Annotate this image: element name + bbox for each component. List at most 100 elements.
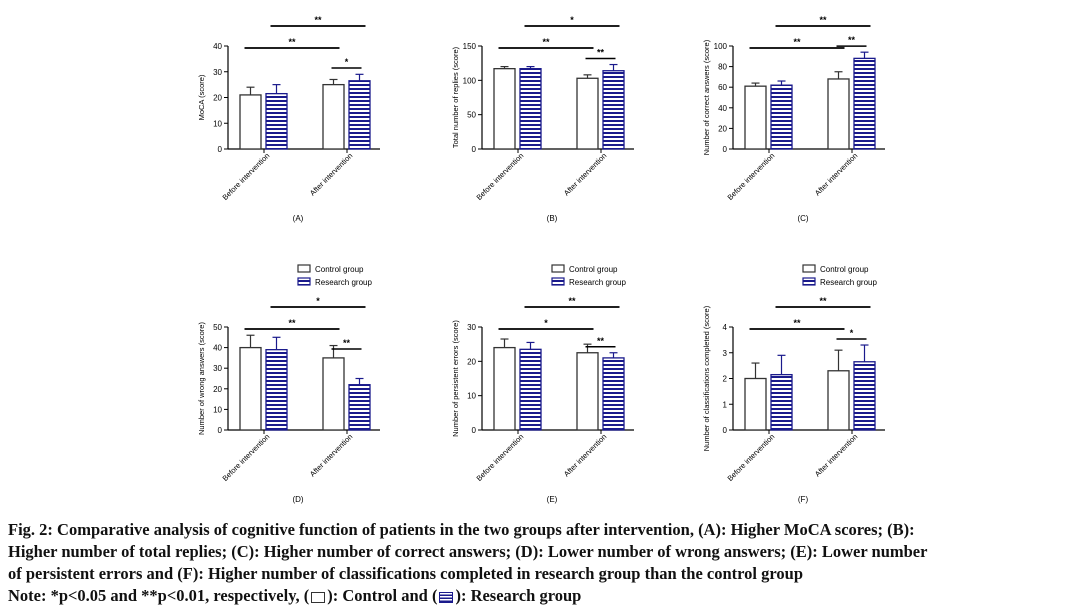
y-tick-label: 10	[213, 405, 222, 414]
significance-label: **	[343, 338, 351, 348]
y-axis-label: MoCA (score)	[197, 74, 206, 120]
legend-control-swatch-icon	[297, 264, 311, 273]
legend: Control group Research group	[297, 264, 372, 287]
bar-control	[322, 83, 345, 150]
legend-research-label: Research group	[315, 278, 372, 287]
y-tick-label: 20	[213, 385, 222, 394]
panel-a: 0 10 20 30 40 MoCA (score) Before intervention…	[197, 15, 380, 223]
y-tick-label: 0	[472, 145, 477, 154]
y-tick-label: 60	[718, 83, 727, 92]
legend-control-label: Control group	[315, 265, 364, 274]
note-research: ): Research group	[455, 586, 582, 605]
legend-control-label: Control group	[820, 265, 869, 274]
bar-research	[348, 384, 371, 431]
y-axis-label: Number of correct answers (score)	[702, 39, 711, 155]
x-tick-label: Before intervention	[221, 151, 272, 202]
x-tick-label: After intervention	[562, 151, 608, 197]
significance-label: **	[819, 296, 827, 306]
y-tick-label: 50	[467, 111, 476, 120]
panel-label: (C)	[797, 214, 808, 223]
bar-research	[519, 68, 542, 150]
x-tick-label: Before intervention	[475, 432, 526, 483]
bar-research	[602, 70, 625, 150]
x-tick-label: After intervention	[813, 432, 859, 478]
panel-d: 0 10 20 30 40 50 Number of wrong answers (scor…	[197, 264, 380, 504]
bar-research	[853, 57, 876, 150]
significance-label: **	[848, 35, 856, 45]
y-tick-label: 2	[723, 375, 728, 384]
significance-label: *	[544, 318, 548, 328]
y-axis-label: Number of wrong answers (score)	[197, 322, 206, 435]
x-tick-label: Before intervention	[475, 151, 526, 202]
research-swatch-icon	[439, 592, 454, 603]
bar-research	[265, 92, 288, 150]
x-tick-label: After intervention	[308, 432, 354, 478]
x-tick-label: Before intervention	[726, 151, 777, 202]
bar-control	[576, 352, 599, 431]
bar-control	[744, 85, 767, 150]
bar-research	[770, 373, 793, 431]
y-tick-label: 20	[467, 357, 476, 366]
y-tick-label: 1	[723, 400, 728, 409]
bar-control	[827, 78, 850, 150]
caption-line-3: of persistent errors and (F): Higher num…	[8, 564, 804, 583]
x-tick-label: After intervention	[813, 151, 859, 197]
note-prefix: Note: *p<0.05 and **p<0.01, respectively…	[8, 586, 310, 605]
y-tick-label: 30	[467, 323, 476, 332]
panel-label: (D)	[292, 495, 303, 504]
bar-control	[744, 377, 767, 431]
significance-label: *	[345, 57, 349, 67]
significance-label: **	[568, 296, 576, 306]
significance-label: **	[819, 15, 827, 25]
y-tick-label: 100	[714, 42, 728, 51]
y-tick-label: 50	[213, 323, 222, 332]
panel-f: 0 1 2 3 4 Number of classifications completed…	[702, 264, 885, 504]
control-swatch-icon	[311, 592, 326, 603]
panel-label: (F)	[798, 495, 809, 504]
significance-label: *	[570, 15, 574, 25]
figure-caption: Fig. 2: Comparative analysis of cognitiv…	[8, 519, 1080, 607]
significance-label: **	[314, 15, 322, 25]
y-tick-label: 150	[463, 42, 477, 51]
significance-label: **	[793, 37, 801, 47]
bar-control	[322, 357, 345, 431]
y-tick-label: 0	[218, 426, 223, 435]
y-tick-label: 40	[213, 344, 222, 353]
legend-research-label: Research group	[569, 278, 626, 287]
y-tick-label: 10	[467, 392, 476, 401]
panel-label: (B)	[547, 214, 558, 223]
y-tick-label: 10	[213, 119, 222, 128]
legend: Control group Research group	[551, 264, 626, 287]
bar-control	[576, 77, 599, 150]
bar-control	[239, 94, 262, 150]
y-tick-label: 40	[718, 104, 727, 113]
y-tick-label: 0	[723, 145, 728, 154]
significance-label: **	[597, 336, 605, 346]
bar-control	[239, 346, 262, 431]
x-tick-label: After intervention	[308, 151, 354, 197]
legend-control-label: Control group	[569, 265, 618, 274]
legend-research-swatch-icon	[802, 277, 816, 286]
significance-label: **	[288, 318, 296, 328]
legend-research-label: Research group	[820, 278, 877, 287]
significance-label: *	[316, 296, 320, 306]
y-tick-label: 0	[723, 426, 728, 435]
legend-research-swatch-icon	[551, 277, 565, 286]
bar-research	[519, 348, 542, 431]
y-tick-label: 3	[723, 349, 728, 358]
x-tick-label: Before intervention	[726, 432, 777, 483]
significance-label: **	[793, 318, 801, 328]
y-tick-label: 30	[213, 364, 222, 373]
y-tick-label: 0	[472, 426, 477, 435]
caption-line-2: Higher number of total replies; (C): Hig…	[8, 542, 928, 561]
legend-control-swatch-icon	[551, 264, 565, 273]
bar-research	[265, 349, 288, 431]
y-tick-label: 40	[213, 42, 222, 51]
x-tick-label: Before intervention	[221, 432, 272, 483]
panel-label: (A)	[293, 214, 304, 223]
significance-label: **	[542, 37, 550, 47]
bar-research	[348, 80, 371, 150]
legend-control-swatch-icon	[802, 264, 816, 273]
